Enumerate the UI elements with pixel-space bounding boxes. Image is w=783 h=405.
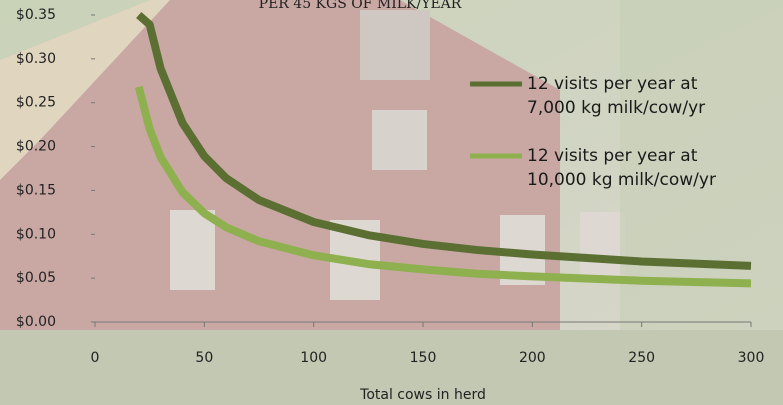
y-tick-label: $0.05 [16, 270, 56, 286]
x-tick-label: 200 [519, 350, 546, 366]
y-tick-label: $0.10 [16, 226, 56, 242]
window [360, 10, 430, 80]
legend-label: 12 visits per year at 10,000 kg milk/cow… [527, 144, 742, 192]
y-tick-label: $0.20 [16, 139, 56, 155]
y-tick-label: $0.00 [16, 314, 56, 330]
x-tick-label: 250 [628, 350, 655, 366]
window [170, 210, 215, 290]
y-tick-label: $0.35 [16, 7, 56, 23]
y-tick-label: $0.15 [16, 182, 56, 198]
legend-label: 12 visits per year at 7,000 kg milk/cow/… [527, 72, 742, 120]
x-tick-label: 100 [300, 350, 327, 366]
slide: PER 45 KGS OF MILK/YEAR Total cows in he… [0, 0, 783, 405]
x-tick-label: 300 [738, 350, 765, 366]
y-tick-label: $0.30 [16, 51, 56, 67]
chart: PER 45 KGS OF MILK/YEAR Total cows in he… [0, 0, 783, 405]
x-tick-label: 0 [91, 350, 100, 366]
window [580, 212, 625, 282]
x-tick-label: 150 [410, 350, 437, 366]
chart-title: PER 45 KGS OF MILK/YEAR [259, 0, 462, 12]
x-axis-label: Total cows in herd [359, 387, 486, 403]
x-tick-label: 50 [195, 350, 213, 366]
window [372, 110, 427, 170]
y-tick-label: $0.25 [16, 95, 56, 111]
